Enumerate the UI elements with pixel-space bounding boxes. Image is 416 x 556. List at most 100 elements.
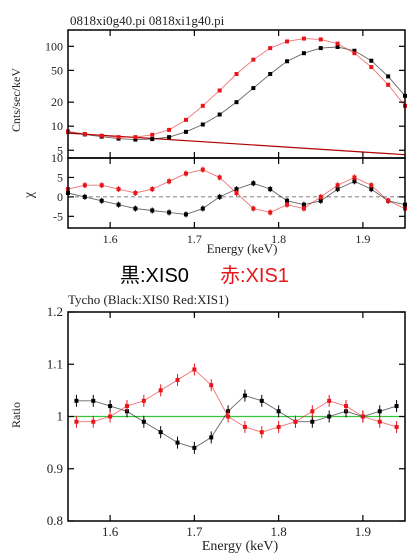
red-data-point [200,167,205,172]
red-data-point [335,183,340,188]
red-data-point [116,187,121,192]
red-data-point [192,367,197,372]
black-data-point [268,187,273,192]
black-data-point [99,198,104,203]
red-data-point [285,39,290,44]
black-data-point [141,419,146,424]
black-data-point [394,404,399,409]
x-tick-label: 1.7 [186,524,203,539]
red-data-point [318,37,323,42]
black-data-point [133,137,138,142]
y-tick-label: 0.9 [47,461,63,476]
black-data-point [327,414,332,419]
red-data-point [74,419,79,424]
plot-frame [67,157,406,229]
black-data-point [251,181,256,186]
black-data-point [285,198,290,203]
y-tick-label: 1.2 [47,304,63,319]
black-data-point [74,398,79,403]
red-data-point [268,46,273,51]
residual-ylabel: χ [22,191,37,199]
black-data-point [335,45,340,50]
black-data-point [285,59,290,64]
black-data-point [377,409,382,414]
black-data-point [259,398,264,403]
red-data-point [318,194,323,199]
red-data-point [133,191,138,195]
ratio-panel: 0.8 0.9 1 1.1 1.2 1.6 1.7 1.8 1.9 [47,304,406,539]
black-data-point [352,179,357,184]
black-data-point [352,48,357,53]
x-tick-label: 1.8 [271,232,286,246]
black-data-point [167,210,172,215]
x-tick-label: 1.8 [271,524,287,539]
y-tick-label: 5 [57,170,63,184]
black-data-point [158,430,163,435]
red-data-point [175,377,180,382]
red-data-point [394,424,399,429]
spectrum-title: 0818xi0g40.pi 0818xi1g40.pi [70,13,225,28]
red-data-point [259,430,264,435]
red-data-point [150,132,155,137]
red-data-point [234,72,239,77]
black-data-point [386,74,391,79]
red-data-point [335,41,340,46]
red-data-point [167,179,172,184]
black-data-point [301,202,306,207]
red-data-point [99,183,104,188]
black-data-point [234,187,239,192]
ratio-ylabel: Ratio [9,402,23,428]
black-data-point [116,202,121,207]
red-series-line [76,368,397,433]
red-data-point [301,206,306,211]
red-data-point [360,414,365,419]
black-data-point [369,58,374,63]
y-tick-label: -5 [53,209,63,223]
black-data-point [301,51,306,56]
black-data-point [234,100,239,105]
red-data-point [386,198,391,203]
red-data-point [217,175,222,180]
red-data-point [124,404,129,409]
y-tick-label: 20 [51,95,63,109]
y-tick-label: 10 [51,119,63,133]
black-data-point [150,208,155,213]
y-tick-label: 5 [57,143,63,157]
legend-black-label: 黒:XIS0 [120,265,189,287]
black-data-point [167,135,172,140]
black-data-point [175,440,180,445]
red-data-point [183,117,188,122]
red-data-point [327,398,332,403]
black-data-point [183,212,188,217]
x-tick-label: 1.7 [187,232,202,246]
red-data-point [301,36,306,41]
red-data-point [251,206,256,211]
black-data-point [318,46,323,51]
black-data-point [200,122,205,127]
black-data-point [268,72,273,77]
red-data-point [369,183,374,188]
red-data-point [133,135,138,140]
red-data-point [268,210,273,215]
red-data-point [276,424,281,429]
red-data-point [234,191,239,195]
red-data-point [158,388,163,393]
red-data-point [116,135,121,140]
red-data-point [91,419,96,424]
black-data-point [335,187,340,192]
red-data-point [344,404,349,409]
red-data-point [352,175,357,180]
red-data-point [99,133,104,138]
red-data-point [369,65,374,70]
spectrum-panel: 5 10 20 50 100 [45,29,407,159]
black-data-point [217,112,222,117]
red-data-point [251,57,256,62]
y-tick-label: 0 [57,190,63,204]
red-data-point [82,183,87,188]
y-tick-label: 10 [51,151,63,165]
red-data-point [226,414,231,419]
black-data-point [276,409,281,414]
legend-overlay: 黒:XIS0 赤:XIS1 [120,264,289,287]
y-tick-label: 50 [51,63,63,77]
y-tick-label: 1.1 [47,356,63,371]
